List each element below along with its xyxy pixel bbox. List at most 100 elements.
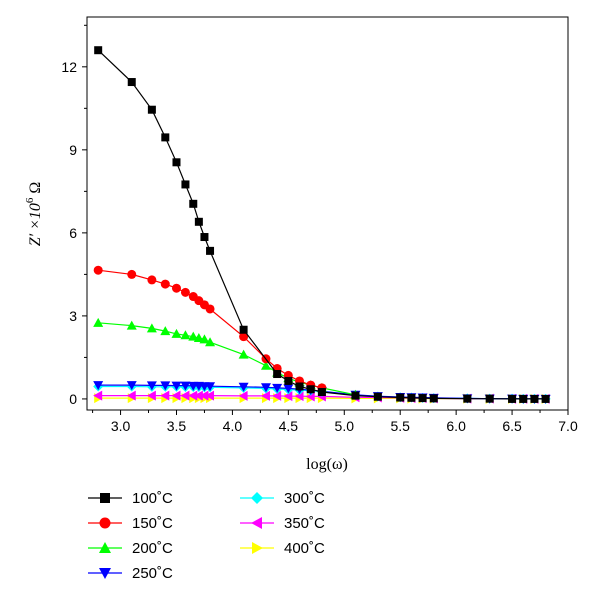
- y-tick-label-0: 0: [69, 391, 77, 407]
- y-tick-label-3: 9: [69, 142, 77, 158]
- data-point-2-6: [188, 331, 199, 341]
- y-axis-title-sup: 6: [24, 197, 36, 203]
- x-tick-label-6: 6.0: [446, 418, 466, 434]
- data-point-0-2: [147, 105, 156, 114]
- data-point-5-13: [283, 391, 293, 402]
- data-point-0-25: [519, 394, 528, 403]
- data-point-5-9: [205, 390, 215, 401]
- data-point-0-13: [295, 382, 304, 391]
- data-point-0-10: [239, 325, 248, 334]
- data-point-3-3: [160, 381, 171, 391]
- legend-marker-1: [99, 517, 111, 529]
- data-point-1-2: [147, 275, 157, 285]
- legend-item-0: 100˚C: [88, 490, 173, 507]
- data-point-0-6: [189, 199, 198, 208]
- legend-label-4: 300˚C: [284, 490, 325, 507]
- series-0: [94, 46, 550, 403]
- data-point-2-4: [171, 328, 182, 338]
- x-tick-label-0: 3.0: [111, 418, 131, 434]
- data-point-0-11: [273, 370, 282, 379]
- legend-item-2: 200˚C: [88, 540, 173, 557]
- legend-marker-0: [100, 493, 110, 503]
- x-tick-label-2: 4.0: [223, 418, 243, 434]
- data-point-0-12: [284, 376, 293, 385]
- data-point-1-3: [160, 279, 170, 289]
- data-point-0-0: [94, 46, 103, 55]
- data-point-0-20: [418, 394, 427, 403]
- legend: 100˚C 150˚C 200˚C 250˚C 300˚C 350˚C 400˚C: [88, 490, 325, 582]
- series-line-2: [98, 322, 356, 396]
- legend-marker-6: [252, 542, 263, 554]
- data-point-3-12: [272, 383, 283, 393]
- data-point-2-10: [238, 349, 249, 359]
- data-point-2-3: [160, 326, 171, 336]
- data-point-0-17: [373, 392, 382, 401]
- legend-label-2: 200˚C: [132, 540, 173, 557]
- data-point-0-16: [351, 391, 360, 400]
- x-tick-label-1: 3.5: [167, 418, 187, 434]
- data-point-2-8: [199, 334, 210, 344]
- data-point-2-7: [193, 333, 204, 343]
- data-point-1-1: [127, 269, 137, 279]
- data-point-0-7: [194, 217, 203, 226]
- data-point-5-2: [146, 390, 156, 401]
- data-point-2-5: [180, 330, 191, 340]
- data-point-0-9: [206, 246, 215, 255]
- data-point-0-22: [463, 394, 472, 403]
- y-tick-label-1: 3: [69, 308, 77, 324]
- data-point-2-9: [205, 337, 216, 347]
- data-point-5-8: [199, 390, 209, 401]
- legend-marker-2: [99, 542, 111, 553]
- data-point-0-3: [161, 133, 170, 142]
- series-layer: [93, 46, 551, 404]
- legend-label-3: 250˚C: [132, 565, 173, 582]
- data-point-0-4: [172, 158, 181, 167]
- data-point-3-1: [126, 381, 137, 391]
- legend-item-6: 400˚C: [240, 540, 325, 557]
- data-point-3-10: [238, 382, 249, 392]
- legend-item-3: 250˚C: [88, 565, 173, 582]
- x-tick-label-4: 5.0: [335, 418, 355, 434]
- x-axis-title: log(ω): [306, 456, 348, 473]
- data-point-0-23: [485, 394, 494, 403]
- data-point-5-0: [93, 390, 103, 401]
- data-point-0-26: [530, 394, 539, 403]
- legend-label-0: 100˚C: [132, 490, 173, 507]
- legend-label-5: 350˚C: [284, 515, 325, 532]
- y-axis-title-unit: Ω: [27, 182, 44, 198]
- plot-area: 3.0 3.5 4.0 4.5 5.0 5.5 6.0 6.5 7.0 0 3 6 9 12: [61, 16, 578, 434]
- series-line-0: [97, 49, 546, 400]
- data-point-1-5: [180, 287, 190, 297]
- data-point-2-11: [260, 360, 271, 370]
- y-axis-title: Z′ ×106 Ω: [24, 182, 44, 247]
- x-tick-label-7: 6.5: [502, 418, 522, 434]
- legend-item-5: 350˚C: [240, 515, 325, 532]
- legend-item-1: 150˚C: [88, 515, 173, 532]
- data-point-1-0: [93, 265, 103, 275]
- data-point-0-1: [127, 78, 136, 87]
- legend-label-6: 400˚C: [284, 540, 325, 557]
- data-point-5-5: [180, 390, 190, 401]
- x-axis: 3.0 3.5 4.0 4.5 5.0 5.5 6.0 6.5 7.0: [92, 410, 578, 434]
- data-point-3-9: [205, 382, 216, 392]
- data-point-5-11: [260, 390, 270, 401]
- data-point-1-9: [205, 304, 215, 314]
- data-point-1-10: [239, 332, 249, 342]
- legend-label-1: 150˚C: [132, 515, 173, 532]
- plot-frame: [86, 16, 569, 411]
- data-point-5-10: [238, 390, 248, 401]
- data-point-3-5: [180, 381, 191, 391]
- data-point-3-11: [260, 383, 271, 393]
- data-point-0-18: [396, 393, 405, 402]
- x-tick-label-5: 5.5: [390, 418, 410, 434]
- data-point-0-24: [508, 394, 517, 403]
- data-point-5-14: [294, 391, 304, 402]
- data-point-5-12: [272, 390, 282, 401]
- data-point-0-15: [317, 388, 326, 397]
- data-point-1-4: [171, 283, 181, 293]
- data-point-0-19: [407, 393, 416, 402]
- data-point-5-4: [171, 390, 181, 401]
- y-tick-label-2: 6: [69, 225, 77, 241]
- data-point-0-8: [200, 233, 209, 242]
